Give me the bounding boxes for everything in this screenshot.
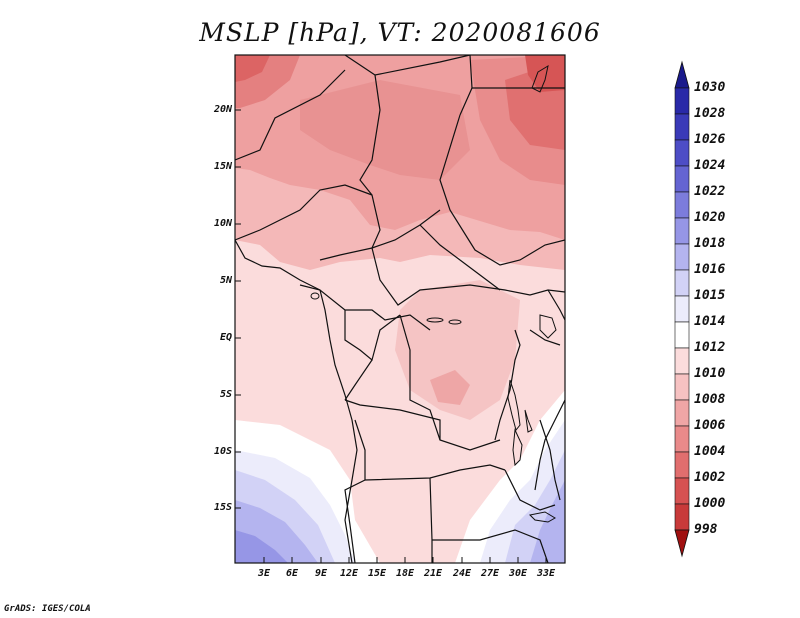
lon-label-27e: 27E: [480, 568, 500, 579]
colorbar-segment: [674, 399, 690, 427]
lon-label-33e: 33E: [536, 568, 556, 579]
colorbar-segment: [674, 165, 690, 193]
colorbar-segment: [674, 87, 690, 115]
colorbar-label: 1012: [694, 340, 726, 355]
lakes: [310, 64, 557, 523]
lat-ticks: [235, 109, 241, 509]
lon-label-15e: 15E: [367, 568, 387, 579]
colorbar-label: 1002: [694, 470, 726, 485]
colorbar-label: 998: [694, 522, 718, 537]
colorbar-label: 1022: [694, 184, 726, 199]
colorbar-label: 1014: [694, 314, 726, 329]
colorbar-label: 1004: [694, 444, 726, 459]
colorbar-segment: [674, 113, 690, 141]
colorbar-segment: [674, 191, 690, 219]
colorbar-segment: [674, 269, 690, 297]
colorbar-segment: [674, 425, 690, 453]
colorbar-label: 1006: [694, 418, 726, 433]
colorbar-label: 1024: [694, 158, 726, 173]
colorbar-segment: [674, 295, 690, 323]
lat-label-5s: 5S: [219, 389, 232, 400]
map-title: MSLP [hPa], VT: 2020081606: [199, 18, 601, 47]
colorbar-segment: [674, 321, 690, 349]
colorbar-top-arrow: [674, 60, 690, 89]
colorbar-bottom-arrow: [674, 529, 690, 558]
colorbar-label: 1018: [694, 236, 726, 251]
colorbar: [674, 60, 690, 558]
colorbar-label: 1030: [694, 80, 726, 95]
lon-label-21e: 21E: [423, 568, 443, 579]
lon-label-3e: 3E: [257, 568, 271, 579]
lat-label-15s: 15S: [213, 502, 232, 513]
lon-label-12e: 12E: [339, 568, 359, 579]
colorbar-label: 1016: [694, 262, 726, 277]
colorbar-label: 1015: [694, 288, 726, 303]
pressure-field: [235, 55, 565, 563]
lat-label-eq: EQ: [219, 332, 232, 343]
country-borders: [235, 55, 565, 563]
colorbar-segment: [674, 347, 690, 375]
colorbar-segment: [674, 243, 690, 271]
lon-label-30e: 30E: [508, 568, 528, 579]
colorbar-label: 1010: [694, 366, 726, 381]
colorbar-label: 1028: [694, 106, 726, 121]
colorbar-segment: [674, 217, 690, 245]
colorbar-label: 1020: [694, 210, 726, 225]
lat-label-20n: 20N: [213, 104, 232, 115]
colorbar-segment: [674, 139, 690, 167]
colorbar-label: 1026: [694, 132, 726, 147]
credit-text: GrADS: IGES/COLA: [4, 604, 91, 614]
lat-label-15n: 15N: [213, 161, 232, 172]
colorbar-label: 1000: [694, 496, 726, 511]
lat-label-10s: 10S: [213, 446, 232, 457]
map-frame: [234, 54, 566, 564]
colorbar-segment: [674, 477, 690, 505]
lat-label-5n: 5N: [219, 275, 232, 286]
lat-label-10n: 10N: [213, 218, 232, 229]
lon-label-6e: 6E: [285, 568, 299, 579]
lon-label-24e: 24E: [452, 568, 472, 579]
colorbar-label: 1008: [694, 392, 726, 407]
lon-label-18e: 18E: [395, 568, 415, 579]
colorbar-segment: [674, 451, 690, 479]
lon-label-9e: 9E: [314, 568, 328, 579]
colorbar-segment: [674, 373, 690, 401]
lon-ticks: [263, 557, 547, 563]
colorbar-segment: [674, 503, 690, 531]
coastline: [235, 239, 358, 563]
